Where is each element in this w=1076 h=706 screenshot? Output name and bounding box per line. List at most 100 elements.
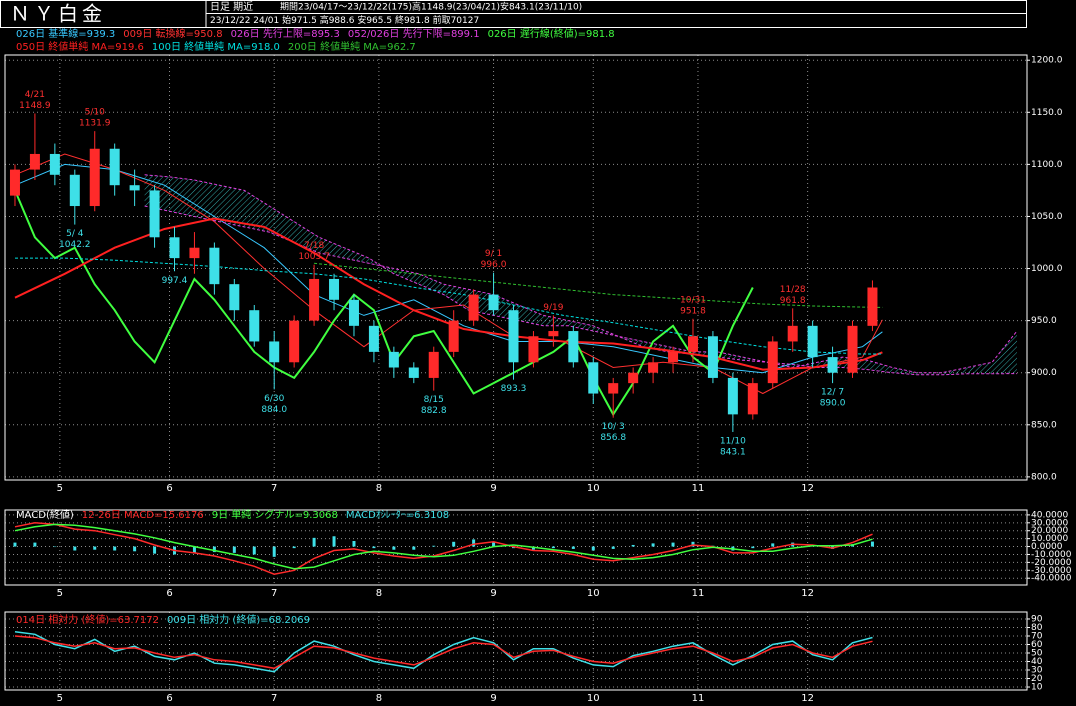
extreme-label: 11/10 — [720, 436, 746, 446]
y-tick-label: 1000.0 — [1031, 264, 1063, 274]
oscillator-bar — [571, 546, 575, 549]
candle-body — [807, 325, 818, 358]
candle-body — [648, 362, 659, 373]
x-tick-label: 8 — [376, 693, 382, 704]
x-tick-label: 7 — [271, 588, 277, 599]
oscillator-bar — [591, 546, 595, 551]
oscillator-bar — [153, 546, 157, 554]
y-tick-label: 900.0 — [1031, 368, 1057, 378]
legend-entry: 12-26日 MACD=15.6176 — [82, 510, 204, 521]
y-tick-label: 90 — [1031, 614, 1043, 624]
extreme-label: 5/ 4 — [66, 229, 84, 239]
y-tick-label: -20.0000 — [1031, 558, 1072, 568]
candle-body — [767, 341, 778, 384]
indicator-line — [14, 635, 873, 670]
candle-body — [149, 190, 160, 238]
oscillator-bar — [252, 546, 256, 555]
oscillator-bar — [13, 542, 17, 547]
x-tick-label: 12 — [801, 483, 814, 494]
extreme-label: 5/10 — [85, 108, 105, 118]
candle-body — [468, 294, 479, 321]
x-tick-label: 10 — [587, 483, 600, 494]
oscillator-bar — [372, 546, 376, 549]
oscillator-bar — [870, 541, 874, 547]
y-tick-label: 50 — [1031, 648, 1043, 658]
extreme-label: 843.1 — [720, 447, 746, 457]
indicator-line — [14, 630, 873, 673]
oscillator-bar — [352, 541, 356, 547]
oscillator-bar — [212, 546, 216, 553]
y-tick-label: 20.0000 — [1031, 526, 1068, 536]
extreme-label: 856.8 — [600, 433, 626, 443]
y-tick-label: 60 — [1031, 640, 1043, 650]
extreme-label: 10/ 3 — [602, 422, 625, 432]
y-tick-label: 800.0 — [1031, 472, 1057, 482]
candle-body — [448, 320, 459, 352]
oscillator-bar — [452, 541, 456, 547]
legend-entry: 014日 相対力 (終値)=63.7172 — [16, 613, 159, 626]
y-tick-label: 70 — [1031, 631, 1043, 641]
legend-entry: 009日 転換線=950.8 — [123, 27, 222, 40]
oscillator-bar — [192, 546, 196, 553]
oscillator-bar — [33, 542, 37, 547]
oscillator-bar — [272, 546, 276, 557]
extreme-label: 961.8 — [780, 296, 806, 306]
extreme-label: 951.8 — [680, 306, 706, 316]
oscillator-bar — [113, 546, 117, 551]
extreme-label: 6/30 — [264, 394, 284, 404]
indicator-line — [14, 522, 873, 575]
extreme-label: 997.4 — [162, 276, 188, 286]
oscillator-bar — [232, 546, 236, 553]
oscillator-bar — [492, 541, 496, 547]
candle-body — [847, 325, 858, 373]
oscillator-bar — [312, 537, 316, 547]
oscillator-bar — [292, 546, 296, 549]
extreme-label: 1148.9 — [19, 101, 51, 111]
ichimoku-cloud — [144, 174, 1018, 375]
candle-body — [229, 284, 240, 311]
candle-body — [707, 336, 718, 378]
extreme-label: 893.3 — [501, 384, 527, 394]
candle-body — [368, 325, 379, 352]
oscillator-bar — [73, 546, 77, 551]
legend-entry: 100日 終値単純 MA=918.0 — [152, 40, 280, 53]
candle-body — [408, 367, 419, 378]
y-tick-label: 1050.0 — [1031, 212, 1063, 222]
x-tick-label: 10 — [587, 588, 600, 599]
oscillator-bar — [332, 536, 336, 547]
x-tick-label: 5 — [57, 588, 63, 599]
oscillator-bar — [93, 546, 97, 550]
x-tick-label: 11 — [692, 483, 705, 494]
oscillator-bar — [611, 546, 615, 549]
candle-body — [588, 362, 599, 394]
y-tick-label: 40 — [1031, 657, 1043, 667]
oscillator-bar — [531, 546, 535, 550]
candle-body — [29, 153, 40, 170]
legend-entry: MACDｵｼﾚｰﾀｰ=6.3108 — [346, 509, 449, 521]
y-tick-label: 1150.0 — [1031, 108, 1063, 118]
indicator-line — [14, 163, 883, 374]
x-tick-label: 7 — [271, 483, 277, 494]
x-tick-label: 5 — [57, 483, 63, 494]
candle-body — [568, 331, 579, 363]
candle-body — [109, 148, 120, 186]
y-tick-label: -40.0000 — [1031, 574, 1072, 584]
legend-entry: 026日 先行上限=895.3 — [231, 27, 340, 40]
candle-body — [309, 278, 320, 321]
legend-entry: 050日 終値単純 MA=919.6 — [16, 40, 144, 53]
oscillator-bar — [631, 544, 635, 547]
legend-entry: 9日 単純 シグナル=9.3068 — [212, 508, 338, 521]
extreme-label: 7/18 — [304, 241, 324, 251]
extreme-label: 8/15 — [424, 395, 444, 405]
y-tick-label: 950.0 — [1031, 316, 1057, 326]
indicator-line — [314, 262, 883, 308]
candle-body — [428, 351, 439, 378]
candle-body — [488, 294, 499, 311]
oscillator-bar — [392, 546, 396, 550]
x-tick-label: 9 — [490, 588, 496, 599]
extreme-label: 12/ 7 — [821, 388, 844, 398]
candle-body — [89, 148, 100, 207]
panel-frame — [4, 54, 1028, 481]
candle-body — [388, 351, 399, 368]
candle-body — [129, 185, 140, 191]
